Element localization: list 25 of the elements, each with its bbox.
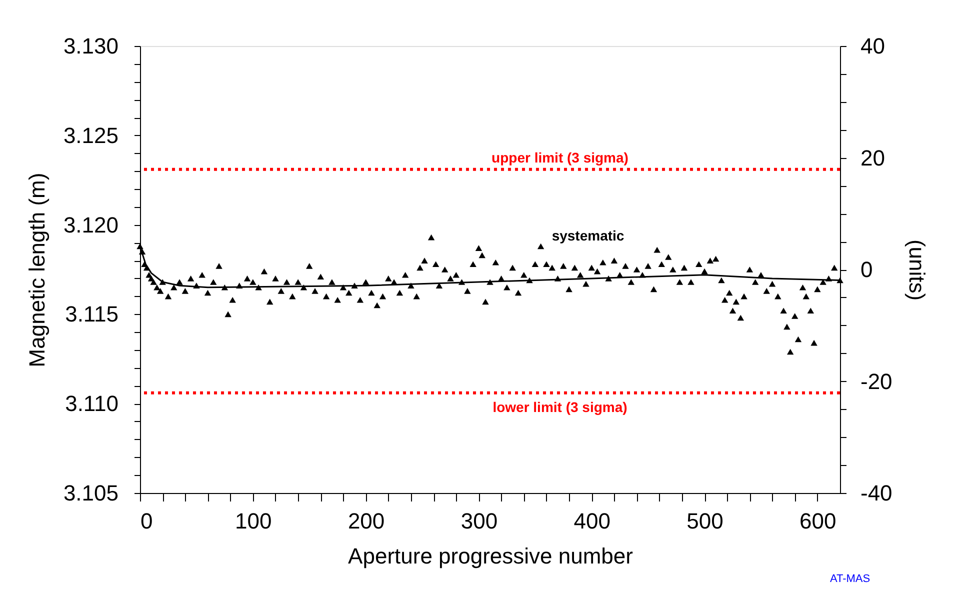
- y-tick-label: 3.120: [63, 212, 118, 238]
- y-tick-label: 3.130: [63, 34, 118, 58]
- y-tick-label: 3.115: [65, 302, 118, 327]
- y2-tick-label: 40: [860, 34, 885, 58]
- annotation: systematic: [552, 227, 624, 244]
- x-tick-label: 600: [800, 508, 836, 534]
- text: AT-MAS: [830, 573, 870, 585]
- ref-line-label: lower limit (3 sigma): [492, 398, 628, 415]
- y2-axis-title: (units): [904, 239, 930, 301]
- x-axis-title: Aperture progressive number: [348, 544, 633, 568]
- x-tick-label: 0: [140, 508, 153, 534]
- y-axis-title: Magnetic length (m): [24, 172, 50, 368]
- y2-tick-label: 0: [860, 257, 873, 282]
- y-tick-label: 3.110: [65, 391, 118, 416]
- ref-line-label: upper limit (3 sigma): [492, 149, 628, 166]
- y-tick-label: 3.105: [63, 480, 118, 506]
- x-tick-label: 100: [235, 508, 272, 534]
- y2-tick-label: 20: [860, 145, 885, 170]
- y-tick-label: 3.125: [63, 122, 118, 148]
- y2-tick-label: -20: [860, 368, 892, 394]
- y2-tick-label: -40: [860, 480, 892, 506]
- x-tick-label: 500: [686, 508, 724, 534]
- x-tick-label: 300: [460, 508, 498, 534]
- x-tick-label: 400: [574, 508, 610, 534]
- x-tick-label: 200: [348, 508, 385, 534]
